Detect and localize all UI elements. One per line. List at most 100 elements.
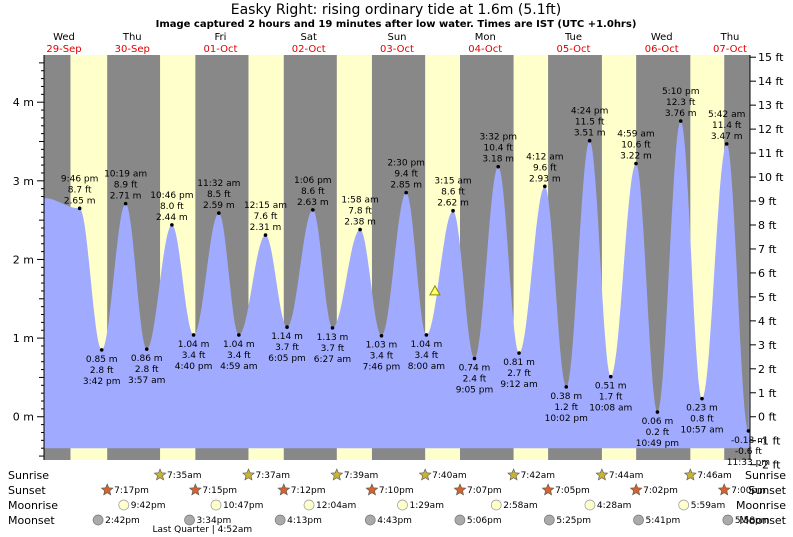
y-right-tick-label: 13 ft [758, 99, 784, 112]
sunset-time: 7:02pm [643, 486, 678, 496]
moonset-time: 5:06pm [467, 516, 502, 526]
sunrise-time: 7:39am [344, 471, 379, 481]
extremum-label: 5:42 am [708, 110, 745, 120]
sunset-time: 7:07pm [467, 486, 502, 496]
y-left-tick-label: 4 m [13, 96, 34, 109]
sunset-icon [365, 483, 379, 496]
current-tide-triangle [429, 284, 441, 296]
extremum-label: 2.63 m [297, 198, 329, 208]
extremum-label: 2.7 ft [507, 369, 531, 379]
day-date: 01-Oct [204, 44, 238, 55]
moonrise-time: 2:58am [503, 501, 538, 511]
day-name: Wed [651, 32, 673, 43]
extremum-label: 10.6 ft [621, 141, 651, 151]
moonrise-time: 5:59am [691, 501, 726, 511]
row-label-moonset-right: Moonset [739, 514, 786, 527]
moonrise-icon [490, 499, 502, 511]
extremum-label: 0.85 m [86, 355, 118, 365]
y-right-tick-label: 4 ft [758, 315, 777, 328]
moonrise-time: 4:28am [597, 501, 632, 511]
y-right-tick-label: 7 ft [758, 243, 777, 256]
moonset-time: 5:25pm [556, 516, 591, 526]
extremum-label: 7.6 ft [254, 212, 278, 222]
extremum-point [564, 385, 569, 389]
extremum-point [237, 333, 241, 337]
day-date: 29-Sep [46, 44, 81, 55]
chart-title: Easky Right: rising ordinary tide at 1.6… [231, 2, 562, 18]
moonset-icon [92, 514, 104, 526]
sunrise-time: 7:44am [609, 471, 644, 481]
day-name: Mon [475, 32, 496, 43]
y-right-tick-label: -2 ft [758, 459, 781, 472]
extremum-label: 4:59 am [617, 130, 654, 140]
extremum-label: 5:10 pm [662, 87, 700, 97]
extremum-label: 4:12 am [526, 152, 563, 162]
extremum-label: 4:24 pm [571, 107, 609, 117]
day-name: Thu [720, 32, 740, 43]
day-name: Thu [122, 32, 142, 43]
extremum-label: 0.38 m [550, 392, 582, 402]
extremum-label: 9:05 pm [456, 386, 494, 396]
extremum-point [678, 119, 683, 123]
current-tide-marker [429, 284, 441, 296]
extremum-point [285, 325, 289, 329]
extremum-label: 2.31 m [250, 223, 282, 233]
day-headers: Wed29-SepThu30-SepFri01-OctSat02-OctSun0… [46, 32, 747, 55]
sunrise-icon [683, 468, 697, 481]
sunrise-time: 7:35am [167, 471, 202, 481]
extremum-label: 8.9 ft [114, 181, 138, 191]
sunset-time: 7:05pm [555, 486, 590, 496]
extremum-label: 11:33 pm [727, 458, 770, 468]
extremum-label: 9.6 ft [533, 163, 557, 173]
y-left-tick-label: 1 m [13, 332, 34, 345]
extremum-point [451, 208, 455, 213]
extremum-label: 12.3 ft [666, 98, 696, 108]
moonrise-icon [397, 499, 408, 511]
extremum-label: 0.2 ft [646, 428, 670, 438]
extremum-point [263, 233, 268, 237]
y-axis-left: 0 m 1 m 2 m 3 m 4 m [13, 55, 45, 460]
extremum-label: 2.62 m [437, 199, 469, 209]
extremum-point [123, 201, 128, 206]
row-label-moonrise-right: Moonrise [736, 499, 786, 512]
y-left-tick-label: 3 m [13, 175, 34, 188]
extremum-label: 3:57 am [128, 376, 165, 386]
moonset-icon [722, 514, 734, 526]
extremum-label: 8.6 ft [301, 187, 325, 197]
row-label-sunrise-left: Sunrise [8, 469, 49, 482]
extremum-label: 11:32 am [197, 179, 240, 189]
y-axis-right: -2 ft -1 ft 0 ft 1 ft 2 ft 3 ft 4 ft 5 ft 6 ft 7 … [749, 51, 784, 472]
extremum-point [517, 351, 521, 355]
sunset-icon [100, 483, 114, 496]
extremum-label: 3:15 am [434, 177, 471, 187]
extremum-label: 8.5 ft [207, 190, 231, 200]
extremum-point [608, 374, 613, 379]
extremum-point [746, 429, 751, 433]
moonrise-time: 10:47pm [223, 501, 263, 511]
extremum-label: 1.04 m [178, 340, 210, 350]
extremum-point [191, 333, 196, 337]
extremum-label: 4:40 pm [175, 362, 213, 372]
day-name: Sun [387, 32, 406, 43]
day-name: Tue [564, 32, 582, 43]
extremum-label: 12:15 am [244, 201, 287, 211]
sunrise-icon [507, 468, 521, 481]
extremum-label: 2.8 ft [135, 365, 159, 375]
extremum-label: 10:02 pm [545, 414, 588, 424]
extremum-point [655, 410, 660, 414]
extremum-label: 0.51 m [595, 382, 627, 392]
moonrise-time: 1:29am [409, 501, 444, 511]
y-right-tick-label: 15 ft [758, 51, 784, 64]
extremum-label: 3.7 ft [321, 344, 345, 354]
moonset-time: 4:13pm [287, 516, 322, 526]
extremum-point [700, 396, 704, 401]
moonset-time: 5:41pm [646, 516, 681, 526]
extremum-point [543, 184, 547, 189]
moonrise-time: 9:42pm [131, 501, 166, 511]
y-right-tick-label: 6 ft [758, 267, 777, 280]
day-date: 30-Sep [115, 44, 150, 55]
extremum-label: 1.03 m [366, 341, 398, 351]
extremum-label: 2.65 m [64, 196, 96, 206]
extremum-point [587, 138, 592, 143]
